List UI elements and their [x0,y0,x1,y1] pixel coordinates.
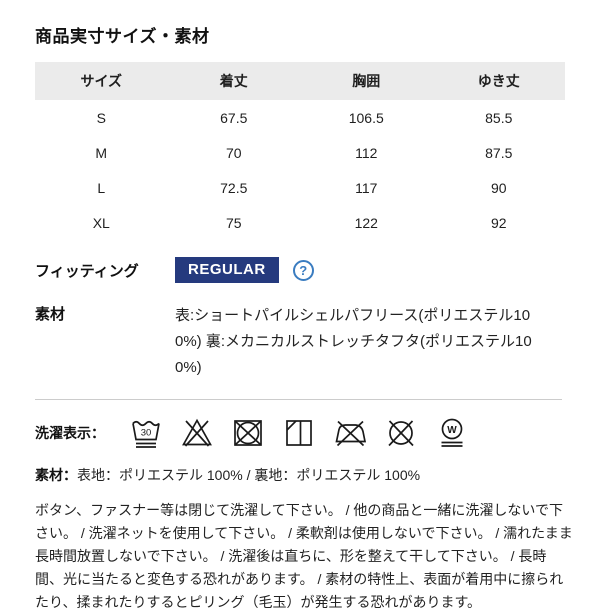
do-not-tumble-dry-icon [230,416,266,450]
table-row-m: M 70 112 87.5 [35,135,565,170]
svg-text:W: W [447,425,457,436]
size-table-header-row: サイズ 着丈 胸囲 ゆき丈 [35,62,565,100]
table-cell: 87.5 [485,144,513,161]
laundry-symbols-row: 洗濯表示： 30 [35,416,570,450]
fitting-badge: REGULAR [175,257,279,283]
column-header-sleeve: ゆき丈 [432,62,565,100]
table-cell: S [96,109,106,126]
material-summary-label: 素材： [35,467,77,483]
laundry-label: 洗濯表示： [35,425,105,441]
table-row-s: S 67.5 106.5 85.5 [35,100,565,135]
table-cell: 117 [355,179,378,196]
material-summary-text: 表地：ポリエステル 100% / 裏地：ポリエステル 100% [77,467,421,483]
table-cell: 75 [225,214,242,231]
table-cell: 72.5 [220,179,248,196]
column-header-size: サイズ [35,62,168,100]
material-label: 素材 [35,306,66,323]
material-text: 表:ショートパイルシェルパフリース(ポリエステル100%) 裏:メカニカルストレ… [175,307,532,376]
table-cell: XL [92,214,110,231]
material-row: 素材 表:ショートパイルシェルパフリース(ポリエステル100%) 裏:メカニカル… [35,303,570,381]
table-cell: 112 [355,144,378,161]
fitting-label: フィッティング [35,262,139,280]
table-cell: M [95,144,108,161]
material-summary-line: 素材：表地：ポリエステル 100% / 裏地：ポリエステル 100% [35,465,570,485]
column-header-chest: 胸囲 [300,62,433,100]
section-divider [35,399,562,400]
table-row-l: L 72.5 117 90 [35,170,565,205]
table-cell: 67.5 [220,109,248,126]
table-row-xl: XL 75 122 92 [35,205,565,240]
table-cell: 70 [225,144,242,161]
line-dry-in-shade-icon [281,416,317,450]
table-cell: 122 [354,214,378,231]
table-cell: 90 [490,179,507,196]
column-header-length: 着丈 [167,62,300,100]
laundry-icons: 30 [113,416,470,450]
table-cell: 92 [490,214,507,231]
table-cell: L [97,179,106,196]
do-not-dry-clean-icon [383,416,419,450]
machine-wash-30-gentle-icon: 30 [128,416,164,450]
fitting-row: フィッティング REGULAR ? [35,257,570,283]
do-not-iron-icon [332,416,368,450]
care-instructions-text: ボタン、ファスナー等は閉じて洗濯して下さい。 / 他の商品と一緒に洗濯しないで下… [35,502,573,610]
table-cell: 106.5 [348,109,384,126]
wet-clean-gentle-icon: W [434,416,470,450]
svg-text:30: 30 [141,428,152,439]
do-not-bleach-icon [179,416,215,450]
help-question-icon[interactable]: ? [292,259,314,281]
table-cell: 85.5 [485,109,513,126]
size-table: サイズ 着丈 胸囲 ゆき丈 S 67.5 106.5 85.5 M 70 112… [35,62,565,240]
page-title: 商品実寸サイズ・素材 [35,27,210,46]
